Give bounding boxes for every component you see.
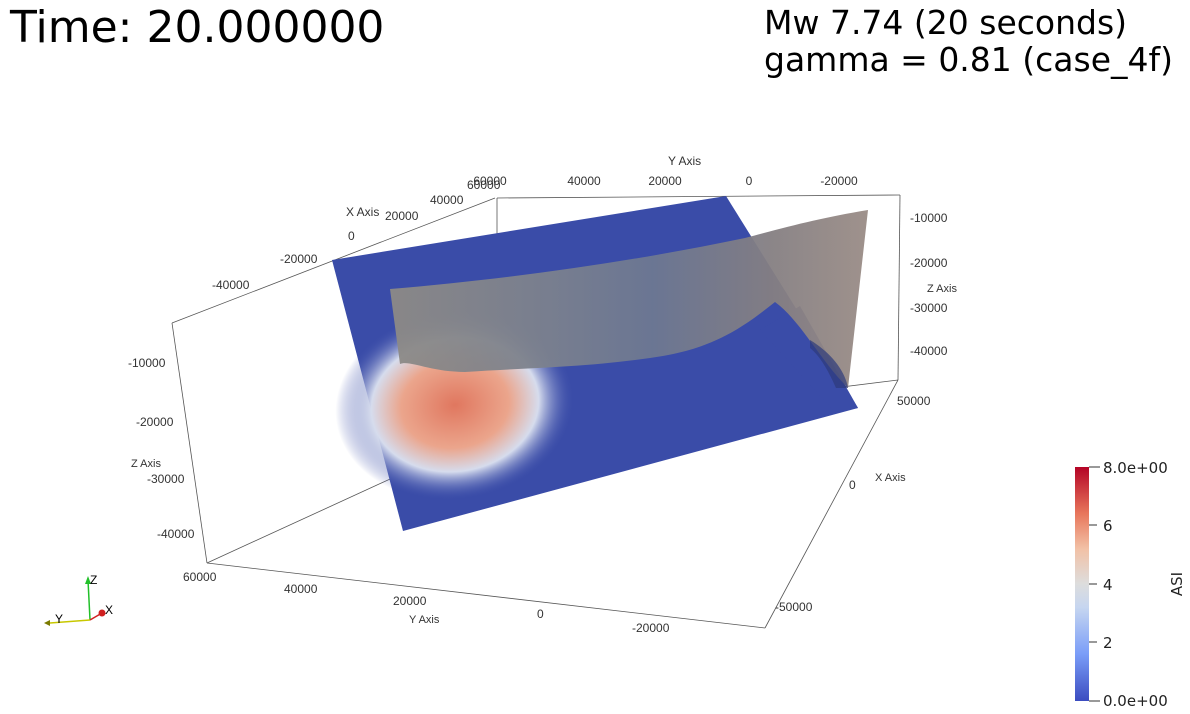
right-z-axis-title: Z Axis [927, 283, 957, 295]
right-x-tick: 0 [849, 478, 856, 492]
magnitude-title: Mw 7.74 (20 seconds) [764, 3, 1128, 42]
orientation-y-label: Y [55, 612, 63, 626]
left-z-tick: -40000 [157, 527, 195, 541]
orientation-z-label: Z [90, 573, 97, 587]
right-x-axis-title: X Axis [875, 472, 906, 484]
colorbar-tick-label: 2 [1103, 634, 1113, 652]
right-x-tick: 50000 [897, 394, 931, 408]
color-legend: 8.0e+00 6 4 2 0.0e+00 ASI [1075, 459, 1186, 710]
right-z-tick: -30000 [910, 301, 948, 315]
fault-lower-dark [810, 340, 848, 388]
bottom-y-tick: 40000 [284, 582, 318, 596]
colorbar-max-label: 8.0e+00 [1103, 459, 1168, 477]
right-z-tick: -40000 [910, 344, 948, 358]
colorbar-min-label: 0.0e+00 [1103, 692, 1168, 710]
top-y-axis-title: Y Axis [668, 154, 701, 168]
top-y-tick: 0 [746, 174, 753, 188]
orientation-axes-widget: Z Y X [44, 573, 113, 626]
right-z-tick: -20000 [910, 256, 948, 270]
top-x-axis-title: X Axis [346, 205, 379, 219]
time-title: Time: 20.000000 [10, 2, 385, 53]
gamma-title: gamma = 0.81 (case_4f) [764, 40, 1174, 79]
top-x-tick: -40000 [212, 278, 250, 292]
top-x-tick: -20000 [280, 252, 318, 266]
top-y-tick: 60000 [473, 174, 507, 188]
right-z-tick: -10000 [910, 211, 948, 225]
left-z-axis-title: Z Axis [131, 458, 161, 470]
left-z-tick: -20000 [136, 415, 174, 429]
top-x-tick: 40000 [430, 193, 464, 207]
left-z-tick: -10000 [128, 356, 166, 370]
top-y-tick: 20000 [648, 174, 682, 188]
bottom-y-tick: 20000 [393, 594, 427, 608]
top-y-tick: -20000 [820, 174, 858, 188]
surface-plane-lower-edge [760, 306, 858, 412]
colorbar-tick-label: 6 [1103, 517, 1113, 535]
bottom-y-tick: 0 [537, 607, 544, 621]
bottom-y-axis-title: Y Axis [409, 614, 440, 626]
colorbar-tick-label: 4 [1103, 576, 1113, 594]
top-x-tick: 20000 [385, 209, 419, 223]
top-x-tick: 60000 [467, 178, 501, 192]
top-x-tick: 0 [348, 229, 355, 243]
left-z-tick: -30000 [147, 472, 185, 486]
right-x-tick: -50000 [775, 600, 813, 614]
bottom-y-tick: -20000 [632, 621, 670, 635]
orientation-x-label: X [105, 603, 113, 617]
top-y-tick: 40000 [567, 174, 601, 188]
colorbar-gradient [1075, 467, 1089, 701]
fault-surface [390, 210, 868, 388]
colorbar-title: ASI [1168, 572, 1186, 596]
bottom-y-tick: 60000 [183, 570, 217, 584]
